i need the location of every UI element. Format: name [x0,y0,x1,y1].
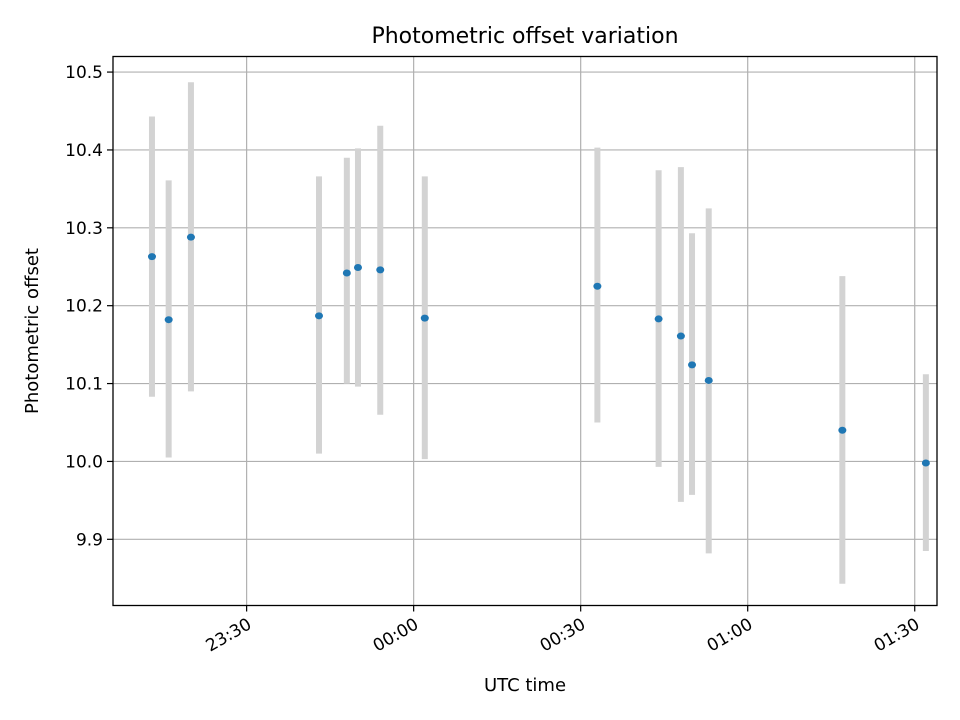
grid-lines [113,56,937,606]
y-axis-label: Photometric offset [22,248,43,414]
error-bars [148,82,929,584]
data-point [342,269,351,277]
x-tick-label: 00:00 [370,615,422,657]
x-tick-label: 23:30 [203,615,255,657]
data-point [186,233,195,241]
x-axis-label: UTC time [484,675,566,696]
data-point [654,315,663,323]
x-tick-label: 00:30 [537,615,589,657]
data-point [420,314,429,322]
x-tick-label: 01:00 [704,615,756,657]
data-point [147,253,156,261]
data-point [164,316,173,324]
data-point [315,312,323,320]
y-tick-label: 10.3 [65,219,103,239]
plot-frame [112,55,938,607]
x-tick-label: 01:30 [871,615,923,657]
y-tick-label: 9.9 [76,530,103,550]
y-axis-ticks: 9.9 10.0 10.1 10.2 10.3 10.4 10.5 [65,63,113,550]
y-tick-label: 10.2 [65,297,103,317]
y-tick-label: 10.4 [65,141,103,161]
data-point [376,266,385,274]
y-tick-label: 10.1 [65,375,103,395]
chart-title: Photometric offset variation [371,24,678,49]
x-axis-ticks: 23:30 00:00 00:30 01:00 01:30 [203,605,923,657]
data-point [688,361,697,369]
data-points [147,233,930,467]
data-point [353,264,362,272]
data-point [838,426,847,434]
y-tick-label: 10.0 [65,452,103,472]
data-point [704,376,713,384]
y-tick-label: 10.5 [65,63,103,83]
data-point [921,459,930,467]
data-point [593,282,602,290]
data-point [676,332,685,340]
